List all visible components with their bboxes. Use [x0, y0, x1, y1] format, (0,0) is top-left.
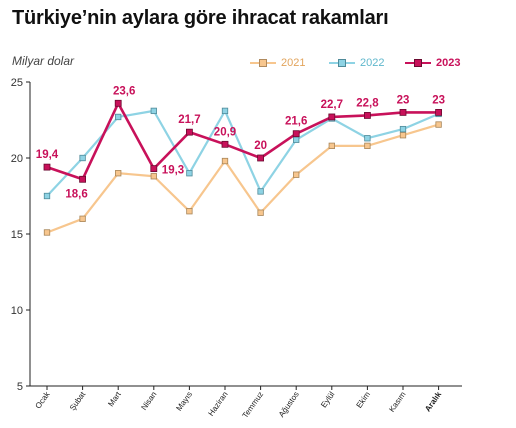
y-tick-label: 25 [11, 77, 23, 89]
legend-label-2021: 2021 [281, 57, 306, 69]
x-tick-label: Nisan [139, 390, 158, 412]
data-point-2021 [435, 121, 442, 128]
x-tick-label: Mayıs [174, 390, 194, 413]
legend-swatch-2023 [405, 56, 431, 70]
series-line-2021 [46, 123, 439, 234]
legend-swatch-2022 [329, 56, 355, 70]
y-tick-label: 5 [17, 381, 23, 393]
legend-label-2023: 2023 [436, 57, 461, 69]
data-point-2021 [364, 142, 371, 149]
data-point-2021 [115, 170, 122, 177]
data-point-2021 [43, 229, 51, 236]
y-axis-unit-label: Milyar dolar [12, 54, 75, 68]
data-point-2021 [257, 209, 264, 216]
series-line-2023 [46, 101, 439, 181]
data-point-2021 [221, 157, 229, 165]
data-label-2023: 20,9 [214, 126, 236, 138]
data-point-2022 [115, 113, 122, 121]
data-point-2022 [43, 192, 51, 200]
data-point-2023 [79, 175, 86, 183]
x-tick-label: Temmuz [241, 390, 266, 420]
data-point-2021 [79, 215, 86, 222]
x-tick-label: Aralık [423, 390, 443, 414]
data-point-2023 [435, 109, 443, 116]
data-point-2023 [185, 128, 193, 136]
data-point-2022 [257, 188, 264, 195]
x-tick-label: Haziran [206, 390, 229, 418]
data-point-2023 [399, 109, 407, 116]
chart-title: Türkiye’nin aylara göre ihracat rakamlar… [12, 7, 389, 29]
data-point-2023 [150, 165, 158, 173]
data-point-2022 [186, 170, 193, 177]
data-point-2023 [292, 130, 300, 138]
legend-swatch-2021 [250, 56, 276, 70]
series-line-2022 [46, 109, 440, 197]
x-tick-label: Şubat [68, 389, 88, 412]
data-point-2023 [328, 113, 336, 121]
data-point-2023 [221, 140, 229, 148]
data-label-2023: 23 [432, 94, 445, 106]
data-label-2023: 19,3 [162, 165, 184, 177]
data-label-2023: 21,6 [285, 116, 307, 128]
data-point-2021 [399, 132, 407, 139]
data-point-2021 [186, 208, 193, 215]
legend-label-2022: 2022 [360, 57, 385, 69]
y-tick-label: 15 [11, 229, 23, 241]
data-label-2023: 22,8 [356, 97, 379, 109]
x-tick-label: Ağustos [277, 390, 301, 419]
data-point-2023 [363, 112, 371, 119]
data-point-2021 [293, 171, 300, 178]
x-tick-label: Ekim [354, 390, 372, 410]
data-point-2022 [399, 125, 407, 133]
data-point-2023 [114, 99, 122, 107]
legend-item-2023: 2023 [405, 55, 460, 71]
data-point-2022 [150, 107, 157, 115]
data-point-2021 [328, 142, 335, 149]
data-point-2023 [43, 163, 51, 171]
data-label-2023: 20 [254, 140, 267, 152]
legend-item-2021: 2021 [250, 55, 305, 71]
data-point-2021 [150, 173, 157, 180]
data-point-2022 [293, 136, 300, 143]
data-label-2023: 21,7 [178, 114, 200, 126]
legend-item-2022: 2022 [329, 55, 384, 71]
data-point-2022 [364, 135, 371, 142]
data-label-2023: 23 [397, 94, 410, 106]
data-point-2022 [79, 154, 86, 162]
data-point-2022 [221, 107, 229, 115]
data-label-2023: 22,7 [321, 99, 343, 111]
data-label-2023: 19,4 [36, 149, 59, 161]
x-tick-label: Kasım [387, 390, 408, 414]
x-tick-label: Ocak [34, 389, 53, 410]
data-point-2023 [257, 154, 265, 162]
y-tick-label: 20 [11, 153, 23, 165]
x-tick-label: Eylül [319, 390, 336, 410]
data-label-2023: 18,6 [65, 188, 87, 200]
y-tick-label: 10 [11, 305, 23, 317]
data-label-2023: 23,6 [113, 85, 135, 97]
x-tick-label: Mart [106, 389, 123, 408]
